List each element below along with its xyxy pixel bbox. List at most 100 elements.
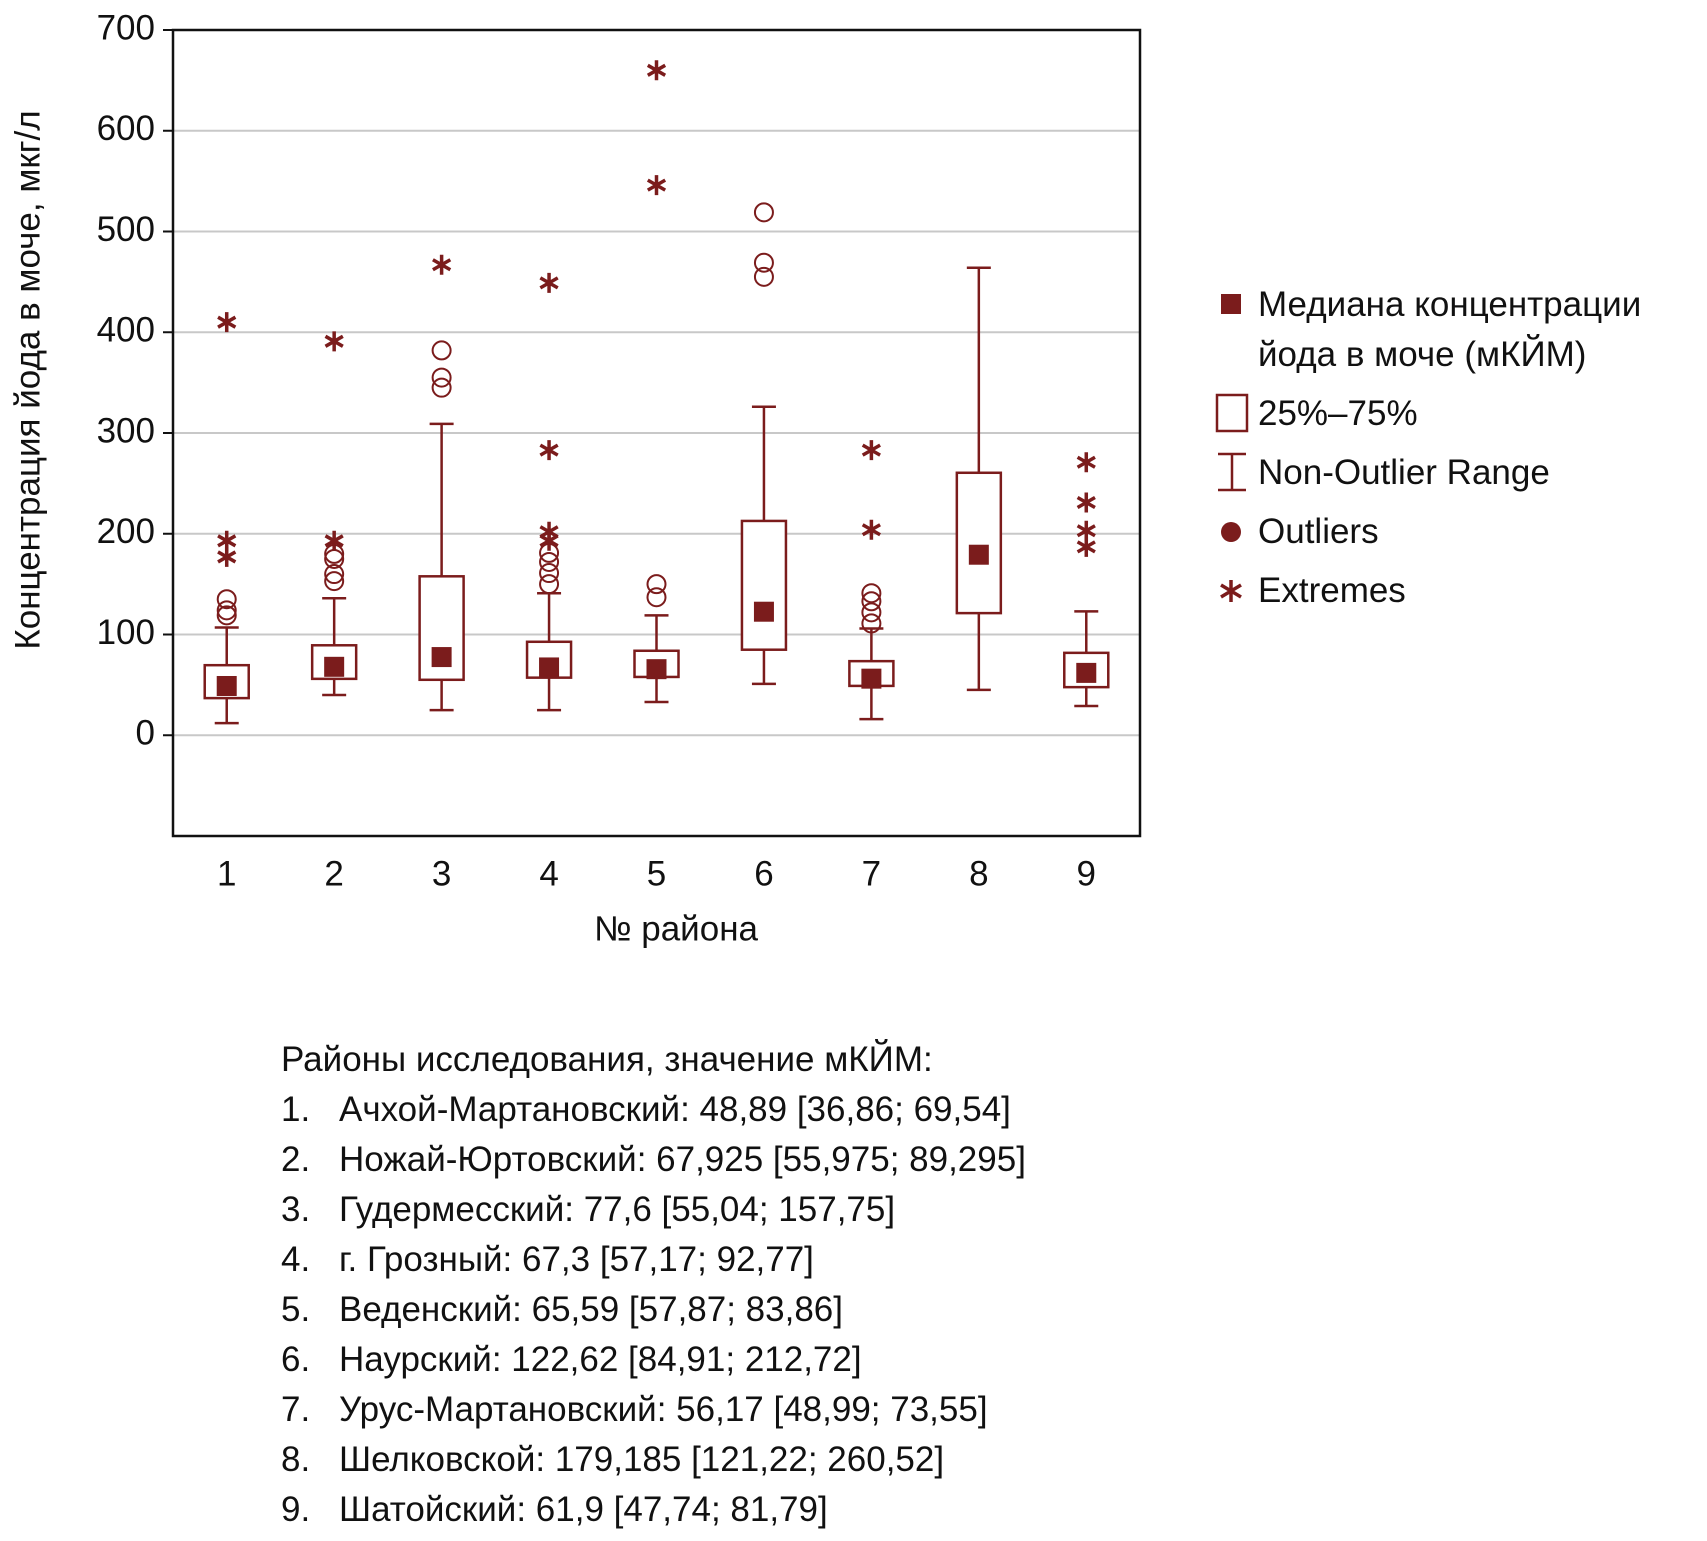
whisker-high bbox=[214, 626, 239, 666]
outlier bbox=[861, 583, 882, 604]
note-item: 6. Наурский: 122,62 [84,91; 212,72] bbox=[281, 1335, 1026, 1385]
x-tick-label: 5 bbox=[647, 854, 666, 893]
note-item: 1. Ачхой-Мартановский: 48,89 [36,86; 69,5… bbox=[281, 1085, 1026, 1135]
legend-symbol bbox=[1218, 452, 1246, 492]
box bbox=[740, 519, 788, 651]
outlier bbox=[216, 589, 237, 610]
outlier bbox=[646, 574, 667, 595]
notes-title: Районы исследования, значение мКЙМ: bbox=[281, 1040, 933, 1079]
legend-symbol bbox=[1215, 393, 1249, 433]
legend-item: Non-Outlier Range bbox=[1210, 448, 1680, 498]
extreme bbox=[861, 440, 881, 461]
outlier bbox=[646, 587, 667, 608]
note-number: 6. bbox=[281, 1340, 311, 1379]
x-tick-label: 6 bbox=[754, 854, 773, 893]
median bbox=[324, 656, 345, 677]
outlier bbox=[753, 252, 774, 273]
extreme bbox=[217, 312, 237, 333]
median bbox=[1076, 662, 1097, 683]
note-text: Наурский: 122,62 [84,91; 212,72] bbox=[339, 1340, 862, 1379]
extreme bbox=[432, 254, 452, 275]
whisker-high bbox=[429, 422, 454, 577]
median bbox=[539, 657, 560, 678]
whisker-low bbox=[1074, 687, 1099, 708]
outlier bbox=[431, 340, 452, 361]
note-item: 5. Веденский: 65,59 [57,87; 83,86] bbox=[281, 1285, 1026, 1335]
legend-symbol bbox=[1220, 580, 1242, 602]
outlier bbox=[431, 367, 452, 388]
whisker-low bbox=[214, 698, 239, 725]
x-axis-label: № района bbox=[594, 909, 759, 948]
extreme bbox=[1076, 536, 1096, 557]
note-item: 4. г. Грозный: 67,3 [57,17; 92,77] bbox=[281, 1235, 1026, 1285]
legend-label: Non-Outlier Range bbox=[1258, 453, 1550, 492]
whisker-high bbox=[751, 405, 776, 521]
extreme bbox=[324, 331, 344, 352]
outlier bbox=[324, 571, 345, 592]
median bbox=[646, 659, 667, 680]
extreme bbox=[861, 519, 881, 540]
outlier bbox=[324, 564, 345, 585]
y-tick-label: 500 bbox=[97, 210, 155, 249]
extreme bbox=[539, 272, 559, 293]
note-text: Ножай-Юртовский: 67,925 [55,975; 89,295] bbox=[339, 1140, 1026, 1179]
outlier bbox=[861, 602, 882, 623]
outlier bbox=[861, 591, 882, 612]
x-tick-label: 9 bbox=[1077, 854, 1096, 893]
x-tick-label: 2 bbox=[324, 854, 343, 893]
whisker-low bbox=[322, 678, 347, 697]
note-text: г. Грозный: 67,3 [57,17; 92,77] bbox=[339, 1240, 814, 1279]
notes: Районы исследования, значение мКЙМ: 1. Ач… bbox=[281, 1035, 1026, 1535]
y-tick-label: 300 bbox=[97, 411, 155, 450]
y-tick-label: 0 bbox=[136, 714, 155, 753]
median bbox=[753, 601, 774, 622]
legend-label: Медиана концентрации йода в моче (мКЙМ) bbox=[1258, 285, 1642, 374]
median bbox=[216, 675, 237, 696]
plot-frame bbox=[171, 28, 1142, 838]
note-text: Урус-Мартановский: 56,17 [48,99; 73,55] bbox=[339, 1390, 988, 1429]
legend-symbol bbox=[1221, 522, 1241, 542]
outlier bbox=[539, 563, 560, 584]
whisker-low bbox=[966, 613, 991, 692]
outlier bbox=[216, 605, 237, 626]
legend-item: Outliers bbox=[1210, 507, 1680, 557]
note-text: Веденский: 65,59 [57,87; 83,86] bbox=[339, 1290, 843, 1329]
median bbox=[968, 544, 989, 565]
outlier bbox=[861, 613, 882, 634]
note-number: 4. bbox=[281, 1240, 311, 1279]
note-item: 9. Шатойский: 61,9 [47,74; 81,79] bbox=[281, 1485, 1026, 1535]
y-tick-label: 100 bbox=[97, 613, 155, 652]
note-text: Ачхой-Мартановский: 48,89 [36,86; 69,54] bbox=[339, 1090, 1011, 1129]
extreme bbox=[217, 546, 237, 567]
x-tick-label: 7 bbox=[862, 854, 881, 893]
legend-label: Outliers bbox=[1258, 512, 1379, 551]
outlier bbox=[431, 377, 452, 398]
y-tick-label: 700 bbox=[97, 8, 155, 47]
note-number: 7. bbox=[281, 1390, 311, 1429]
whisker-low bbox=[859, 685, 884, 721]
note-number: 5. bbox=[281, 1290, 311, 1329]
legend-item: Медиана концентрации йода в моче (мКЙМ) bbox=[1210, 280, 1680, 380]
x-tick-label: 3 bbox=[432, 854, 451, 893]
whisker-high bbox=[966, 266, 991, 473]
whisker-low bbox=[644, 676, 669, 704]
extreme bbox=[324, 530, 344, 551]
note-number: 1. bbox=[281, 1090, 311, 1129]
whisker-low bbox=[429, 679, 454, 712]
y-axis-label: Концентрация йода в моче, мкг/л bbox=[8, 110, 47, 649]
median bbox=[861, 668, 882, 689]
note-item: 3. Гудермесский: 77,6 [55,04; 157,75] bbox=[281, 1185, 1026, 1235]
x-tick-label: 1 bbox=[217, 854, 236, 893]
note-item: 7. Урус-Мартановский: 56,17 [48,99; 73,55… bbox=[281, 1385, 1026, 1435]
legend-label: Extremes bbox=[1258, 571, 1406, 610]
outlier bbox=[753, 202, 774, 223]
whisker-high bbox=[1074, 610, 1099, 653]
chart: Концентрация йода в моче, мкг/л № района… bbox=[8, 8, 1142, 948]
legend-label: 25%–75% bbox=[1258, 394, 1418, 433]
note-item: 8. Шелковской: 179,185 [121,22; 260,52] bbox=[281, 1435, 1026, 1485]
extreme bbox=[646, 175, 667, 196]
note-text: Шелковской: 179,185 [121,22; 260,52] bbox=[339, 1440, 945, 1479]
median bbox=[431, 647, 452, 668]
outlier bbox=[539, 551, 560, 572]
outlier bbox=[216, 600, 237, 621]
